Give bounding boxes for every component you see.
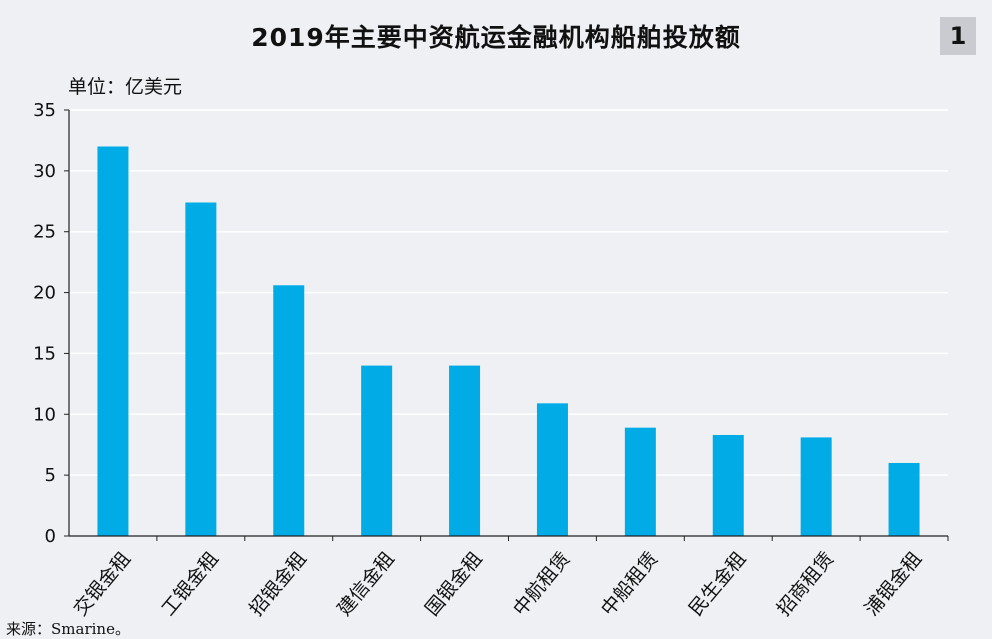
chart-title: 2019年主要中资航运金融机构船舶投放额 [251, 23, 741, 52]
page-number-badge: 1 [940, 17, 976, 55]
axes [64, 109, 949, 541]
y-tick-labels: 0 5 10 15 20 25 30 35 [33, 100, 56, 547]
y-tick-label: 10 [33, 404, 56, 425]
y-tick-label: 25 [33, 222, 56, 243]
unit-label: 单位：亿美元 [68, 76, 183, 98]
source-note: 来源：Smarine。 [6, 620, 130, 638]
y-tick-label: 15 [33, 343, 56, 364]
bar [624, 427, 656, 536]
bars [97, 146, 920, 536]
bar [273, 285, 305, 536]
y-tick-label: 35 [33, 100, 56, 121]
bar [800, 437, 832, 536]
x-category-label: 民生金租 [685, 548, 751, 620]
x-category-label: 国银金租 [421, 548, 487, 620]
x-category-label: 浦银金租 [861, 548, 927, 620]
x-category-label: 中航租赁 [509, 548, 575, 620]
x-category-label: 招商租赁 [773, 548, 839, 620]
y-tick-label: 20 [33, 283, 56, 304]
bar [97, 146, 129, 536]
x-category-labels: 交银金租 工银金租 招银金租 建信金租 国银金租 中航租赁 中船租赁 民生金租 招商租赁 浦银金租 [69, 548, 926, 620]
bar [888, 462, 920, 536]
x-category-label: 建信金租 [333, 548, 399, 620]
bar [712, 434, 744, 536]
y-tick-label: 5 [45, 465, 56, 486]
y-tick-label: 30 [33, 161, 56, 182]
bar [185, 202, 217, 536]
x-category-label: 招银金租 [245, 548, 311, 620]
x-category-label: 交银金租 [69, 548, 135, 620]
bar [449, 365, 481, 536]
y-tick-label: 0 [45, 526, 56, 547]
bar [361, 365, 393, 536]
x-category-label: 工银金租 [157, 548, 223, 620]
bar [536, 403, 568, 536]
x-category-label: 中船租赁 [597, 548, 663, 620]
